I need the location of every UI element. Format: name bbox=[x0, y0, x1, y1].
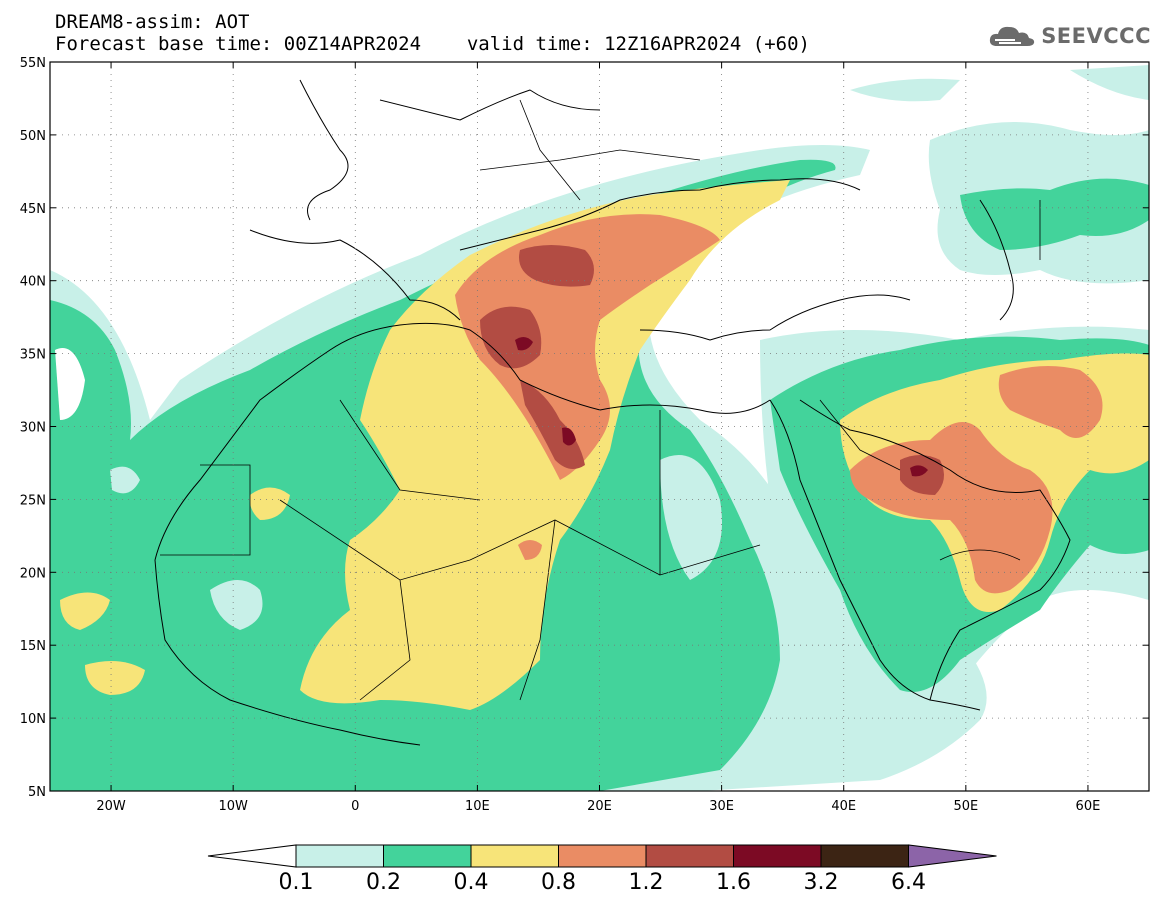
country-borders bbox=[160, 99, 1041, 701]
lon-tick-label: 30E bbox=[709, 799, 734, 814]
lon-tick-label: 40E bbox=[831, 799, 856, 814]
base-time: Forecast base time: 00Z14APR2024 bbox=[55, 33, 422, 55]
lat-tick-label: 10N bbox=[20, 712, 46, 727]
colorbar-label: 6.4 bbox=[891, 870, 926, 895]
colorbar: 0.1 0.2 0.4 0.8 1.2 1.6 3.2 6.4 bbox=[207, 844, 997, 895]
coastlines bbox=[154, 79, 1071, 746]
lon-tick-label: 10W bbox=[218, 799, 248, 814]
colorbar-swatch bbox=[820, 844, 909, 868]
colorbar-label: 0.1 bbox=[279, 870, 314, 895]
logo-text: SEEVCCC bbox=[1041, 24, 1151, 48]
colorbar-swatch bbox=[295, 844, 384, 868]
seevccc-logo: SEEVCCC bbox=[987, 22, 1151, 50]
lat-tick-label: 50N bbox=[20, 129, 46, 144]
colorbar-label: 0.4 bbox=[454, 870, 489, 895]
lat-tick-label: 55N bbox=[20, 56, 46, 71]
cloud-icon bbox=[990, 26, 1035, 46]
colorbar-label: 0.8 bbox=[541, 870, 576, 895]
latitude-axis: 5N 10N 15N 20N 25N 30N 35N 40N 45N 50N 55N bbox=[20, 56, 1149, 800]
lon-tick-label: 20E bbox=[587, 799, 612, 814]
lon-tick-label: 10E bbox=[465, 799, 490, 814]
lat-tick-label: 45N bbox=[20, 202, 46, 217]
longitude-axis: 20W 10W 0 10E 20E 30E 40E 50E 60E bbox=[96, 62, 1100, 814]
lon-tick-label: 0 bbox=[351, 799, 359, 814]
colorbar-swatch bbox=[383, 844, 472, 868]
colorbar-min-arrow bbox=[207, 844, 297, 868]
lat-tick-label: 15N bbox=[20, 639, 46, 654]
colorbar-label: 1.2 bbox=[629, 870, 664, 895]
lon-tick-label: 20W bbox=[96, 799, 126, 814]
colorbar-label: 1.6 bbox=[716, 870, 751, 895]
lat-tick-label: 40N bbox=[20, 275, 46, 290]
lat-tick-label: 35N bbox=[20, 348, 46, 363]
colorbar-swatch bbox=[470, 844, 559, 868]
aot-contour-field bbox=[50, 62, 1149, 791]
lat-tick-label: 30N bbox=[20, 421, 46, 436]
colorbar-swatch bbox=[558, 844, 647, 868]
lat-tick-label: 20N bbox=[20, 566, 46, 581]
forecast-times: Forecast base time: 00Z14APR2024 valid t… bbox=[55, 33, 810, 55]
colorbar-max-arrow bbox=[908, 844, 997, 868]
colorbar-label: 0.2 bbox=[366, 870, 401, 895]
map-title: DREAM8-assim: AOT bbox=[55, 11, 250, 33]
valid-time: valid time: 12Z16APR2024 (+60) bbox=[466, 33, 810, 55]
colorbar-swatch bbox=[733, 844, 822, 868]
colorbar-swatch bbox=[645, 844, 734, 868]
lat-tick-label: 25N bbox=[20, 493, 46, 508]
lat-tick-label: 5N bbox=[28, 785, 46, 800]
lon-tick-label: 50E bbox=[953, 799, 978, 814]
colorbar-label: 3.2 bbox=[804, 870, 839, 895]
lon-tick-label: 60E bbox=[1076, 799, 1101, 814]
